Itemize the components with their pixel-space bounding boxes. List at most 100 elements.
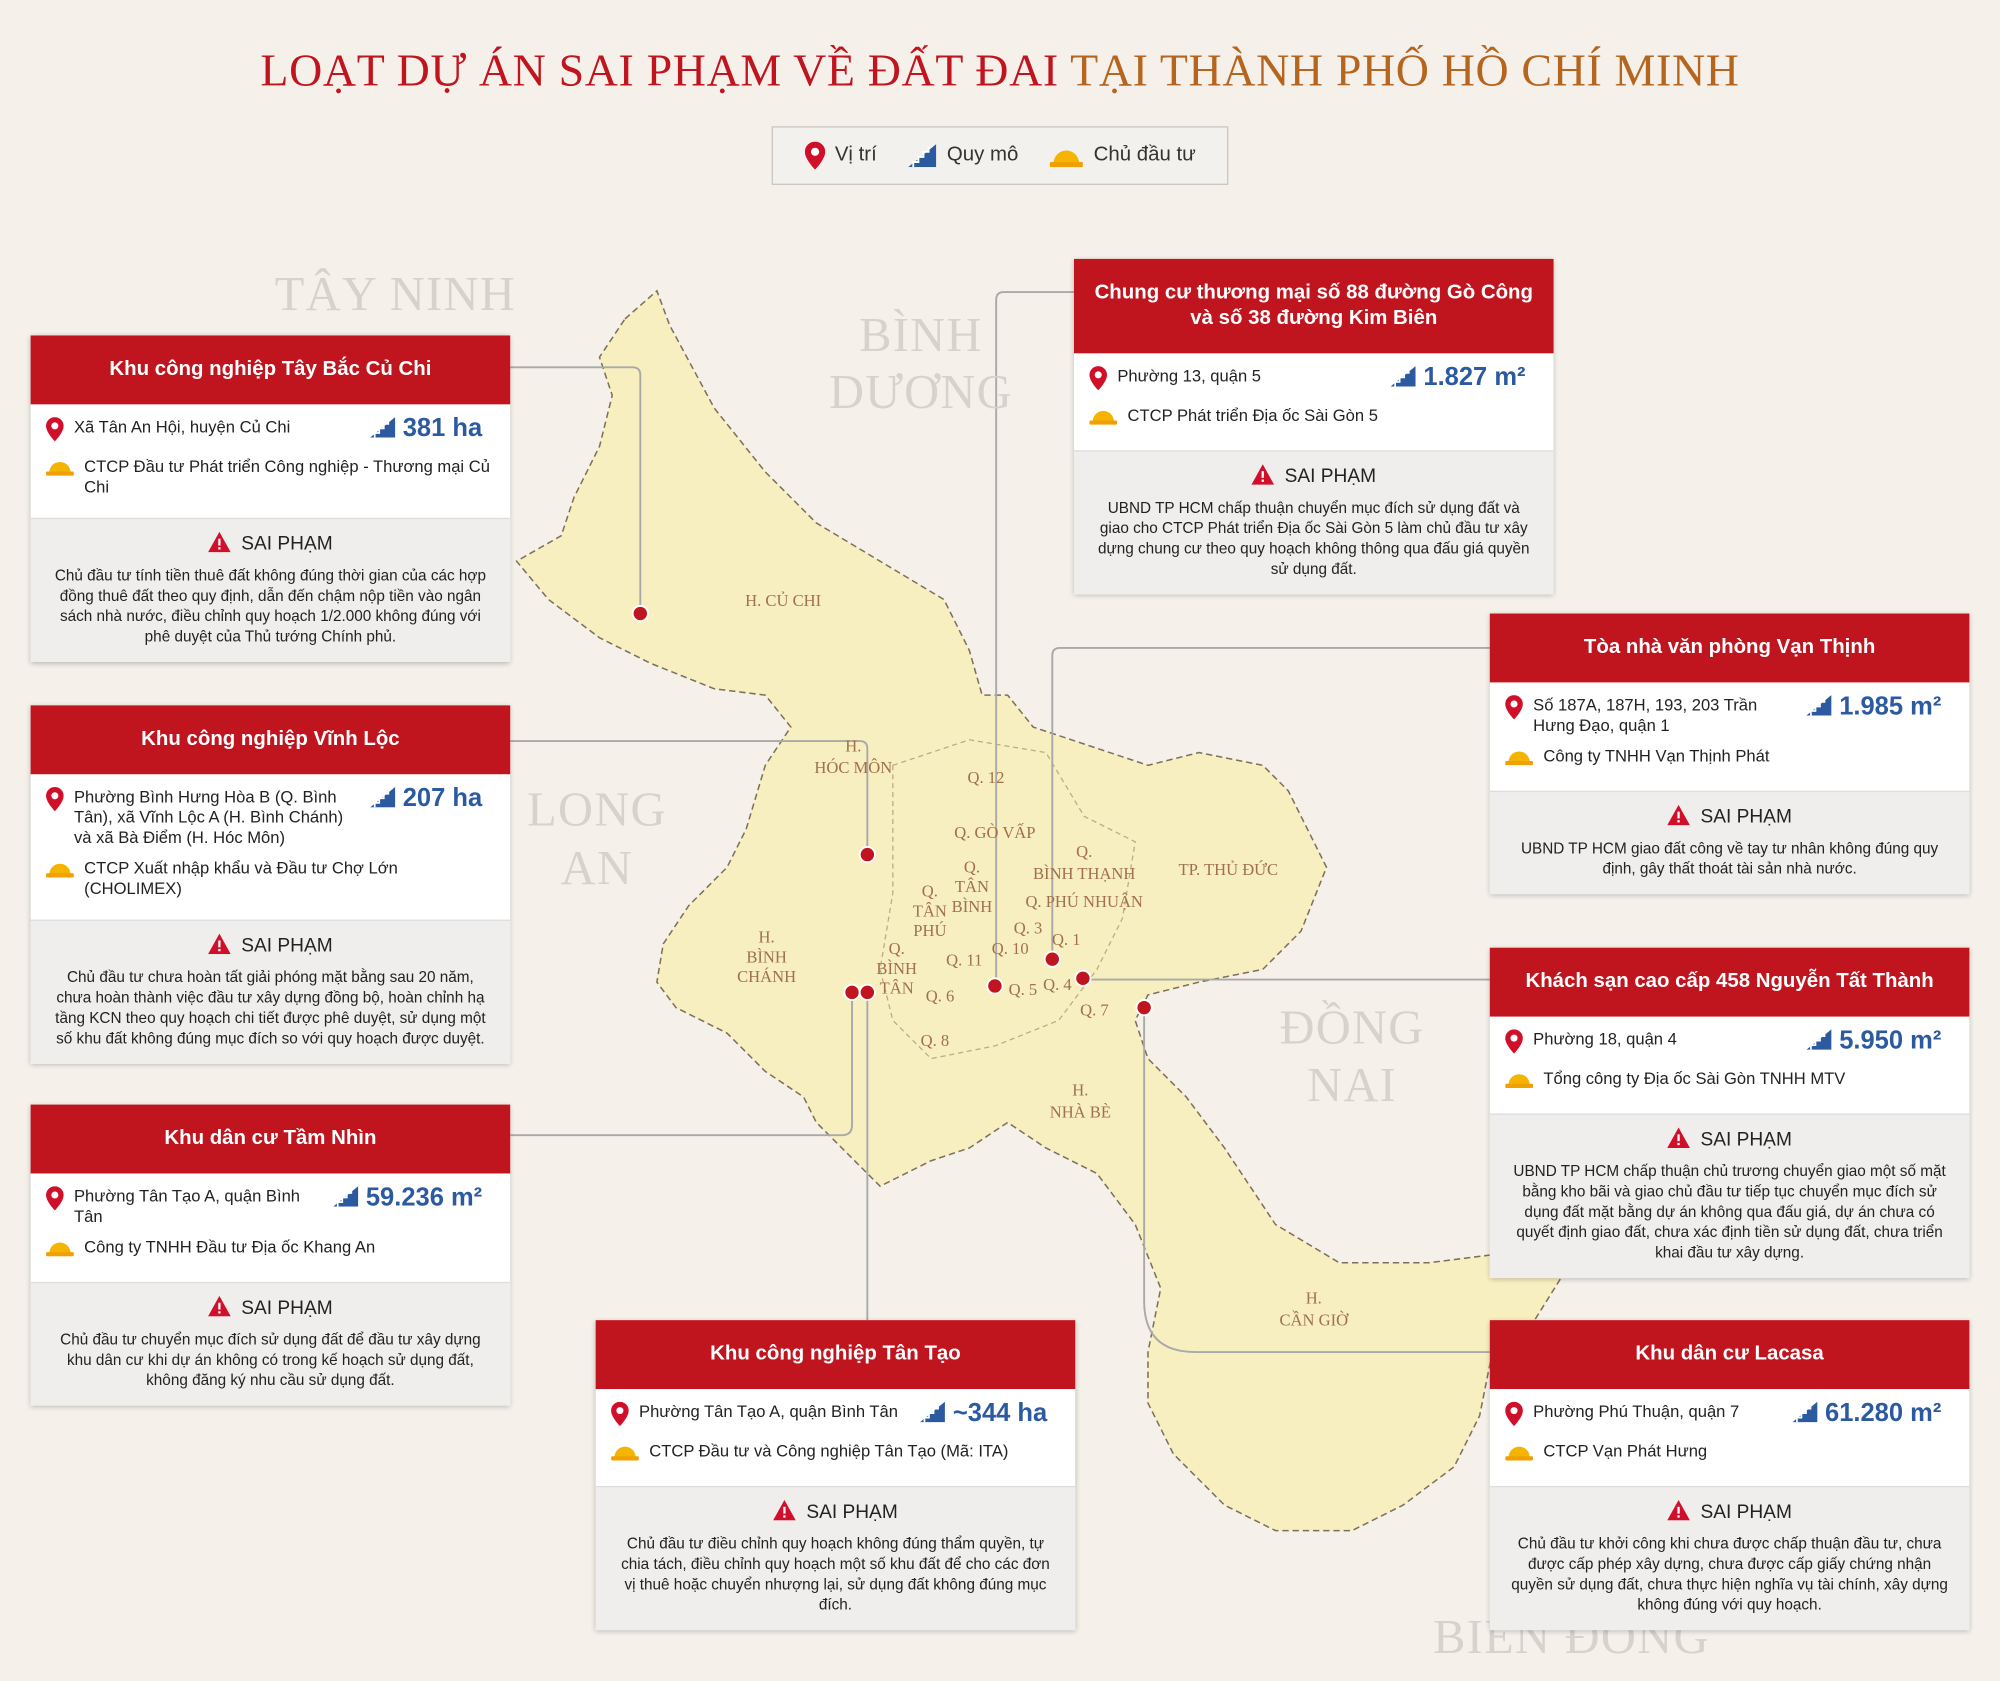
location: Phường Tân Tạo A, quận Bình Tân (639, 1401, 898, 1421)
region-label: BÌNH (859, 309, 983, 362)
district-label: Q. 6 (926, 986, 955, 1005)
region-label: AN (561, 842, 634, 895)
warn-icon (1667, 1499, 1691, 1526)
investor: Công ty TNHH Vạn Thịnh Phát (1543, 746, 1770, 766)
connector (1051, 647, 1490, 960)
location-dot (1074, 969, 1092, 987)
district-label: H. CỦ CHI (745, 591, 821, 610)
violation-text: Chủ đầu tư tính tiền thuê đất không đúng… (54, 566, 486, 646)
violation-heading: SAI PHẠM (1510, 804, 1949, 831)
investor-row: CTCP Đầu tư Phát triển Công nghiệp - Thư… (46, 457, 495, 498)
hat-icon (1505, 1441, 1533, 1465)
stair-icon (332, 1186, 359, 1209)
pin-icon (1505, 695, 1523, 724)
connector (1143, 1007, 1490, 1353)
district-label: NHÀ BÈ (1050, 1102, 1111, 1121)
violation-heading-text: SAI PHẠM (241, 934, 333, 957)
district-label: H. (845, 736, 861, 755)
card-title: Khu công nghiệp Tây Bắc Củ Chi (30, 335, 511, 405)
legend-item: Quy mô (908, 144, 1019, 168)
card-info: Phường Tân Tạo A, quận Bình Tân ~344 ha CT… (596, 1389, 1076, 1486)
card-title: Khu dân cư Tầm Nhìn (30, 1104, 511, 1174)
district-label: Q. PHÚ NHUẬN (1025, 892, 1142, 911)
scale-value: 59.236 m² (365, 1183, 483, 1212)
project-card: Tòa nhà văn phòng Vạn Thịnh Số 187A, 187H… (1489, 613, 1970, 895)
location-dot (1135, 999, 1153, 1017)
card-info: Xã Tân An Hội, huyện Củ Chi 381 ha CTCP Đầ… (31, 404, 511, 518)
location: Phường 18, quận 4 (1533, 1029, 1677, 1049)
project-card: Khách sạn cao cấp 458 Nguyễn Tất Thành Ph… (1489, 947, 1970, 1279)
location: Số 187A, 187H, 193, 203 Trần Hưng Đạo, q… (1533, 695, 1758, 735)
district-label: Q. 3 (1014, 919, 1043, 938)
card-title: Chung cư thương mại số 88 đường Gò Công … (1073, 258, 1554, 354)
stair-icon (919, 1401, 946, 1425)
scale: 381 ha (369, 416, 482, 441)
card-info: Phường Bình Hưng Hòa B (Q. Bình Tân), xã… (31, 774, 511, 919)
district-label: Q. 8 (921, 1031, 950, 1050)
legend: Vị trí Quy mô Chủ đầu tư (771, 126, 1229, 185)
violation-heading-text: SAI PHẠM (241, 1297, 333, 1319)
region-label: DƯƠNG (829, 366, 1013, 419)
hat-icon (611, 1441, 639, 1465)
scale-value: 1.985 m² (1839, 692, 1942, 721)
investor-row: Công ty TNHH Đầu tư Địa ốc Khang An (46, 1237, 495, 1261)
connector (510, 992, 853, 1137)
warn-icon (208, 531, 231, 558)
location-row: Phường Tân Tạo A, quận Bình Tân ~344 ha (611, 1401, 1060, 1431)
project-card: Khu công nghiệp Tân Tạo Phường Tân Tạo A,… (595, 1320, 1076, 1631)
warn-icon (208, 933, 231, 960)
location: Xã Tân An Hội, huyện Củ Chi (73, 417, 291, 437)
location-dot (858, 845, 876, 864)
pin-icon (1505, 1401, 1523, 1431)
violation: SAI PHẠM Chủ đầu tư chưa hoàn tất giải ph… (30, 919, 511, 1064)
title-brown: TẠI THÀNH PHỐ HỒ CHÍ MINH (1070, 44, 1740, 96)
district-label: PHÚ (913, 921, 946, 940)
card-title: Khách sạn cao cấp 458 Nguyễn Tất Thành (1489, 947, 1970, 1017)
legend-item: Chủ đầu tư (1050, 144, 1196, 168)
violation-heading: SAI PHẠM (51, 531, 490, 558)
card-info: Phường Phú Thuận, quận 7 61.280 m² CTCP Vạ… (1490, 1389, 1970, 1486)
district-label: H. (759, 928, 775, 947)
location-row: Xã Tân An Hội, huyện Củ Chi 381 ha (46, 416, 495, 446)
card-title: Khu công nghiệp Tân Tạo (595, 1320, 1076, 1390)
scale: 59.236 m² (332, 1183, 483, 1212)
violation-text: Chủ đầu tư chuyển mục đích sử dụng đất đ… (60, 1330, 481, 1390)
project-card: Chung cư thương mại số 88 đường Gò Công … (1073, 258, 1554, 595)
warn-icon (208, 1295, 231, 1322)
location-row: Phường Tân Tạo A, quận Bình Tân 59.236 m² (46, 1183, 495, 1227)
locations (631, 604, 1153, 1017)
district-label: BÌNH THẠNH (1033, 864, 1135, 883)
investor-row: CTCP Phát triển Địa ốc Sài Gòn 5 (1089, 406, 1538, 430)
district-label: H. (1072, 1081, 1088, 1100)
location: Phường 13, quận 5 (1117, 366, 1262, 386)
violation-text: UBND TP HCM chấp thuận chủ trương chuyển… (1513, 1161, 1946, 1262)
location-dot (1043, 950, 1061, 968)
stair-icon (1792, 1401, 1818, 1425)
investor-row: CTCP Xuất nhập khẩu và Đầu tư Chợ Lớn (C… (46, 858, 495, 899)
violation-heading-text: SAI PHẠM (1700, 1501, 1792, 1523)
pin-icon (46, 1186, 64, 1215)
pin-icon (46, 786, 64, 816)
connector (510, 740, 869, 855)
district-label: Q. 1 (1052, 930, 1081, 949)
district-label: Q. (922, 882, 938, 901)
pin-icon (611, 1401, 629, 1431)
violation-heading-text: SAI PHẠM (1284, 465, 1377, 488)
region-label: LONG (527, 783, 667, 836)
district-label: Q. 10 (992, 939, 1029, 958)
violation-heading: SAI PHẠM (1510, 1499, 1949, 1526)
legend-label: Quy mô (946, 144, 1019, 166)
location: Phường Phú Thuận, quận 7 (1533, 1401, 1740, 1421)
investor: Tổng công ty Địa ốc Sài Gòn TNHH MTV (1543, 1068, 1846, 1089)
violation: SAI PHẠM Chủ đầu tư điều chỉnh quy hoạch … (595, 1485, 1076, 1631)
card-info: Phường 13, quận 5 1.827 m² CTCP Phát triển… (1074, 353, 1554, 450)
card-title: Tòa nhà văn phòng Vạn Thịnh (1489, 613, 1970, 683)
hat-icon (46, 457, 74, 481)
stair-icon (1390, 366, 1416, 389)
scale: ~344 ha (919, 1401, 1047, 1426)
district-label: Q. 4 (1043, 975, 1072, 994)
title: LOẠT DỰ ÁN SAI PHẠM VỀ ĐẤT ĐAI TẠI THÀNH… (0, 43, 2000, 97)
pin-icon (46, 417, 64, 446)
violation-heading-text: SAI PHẠM (806, 1501, 898, 1523)
